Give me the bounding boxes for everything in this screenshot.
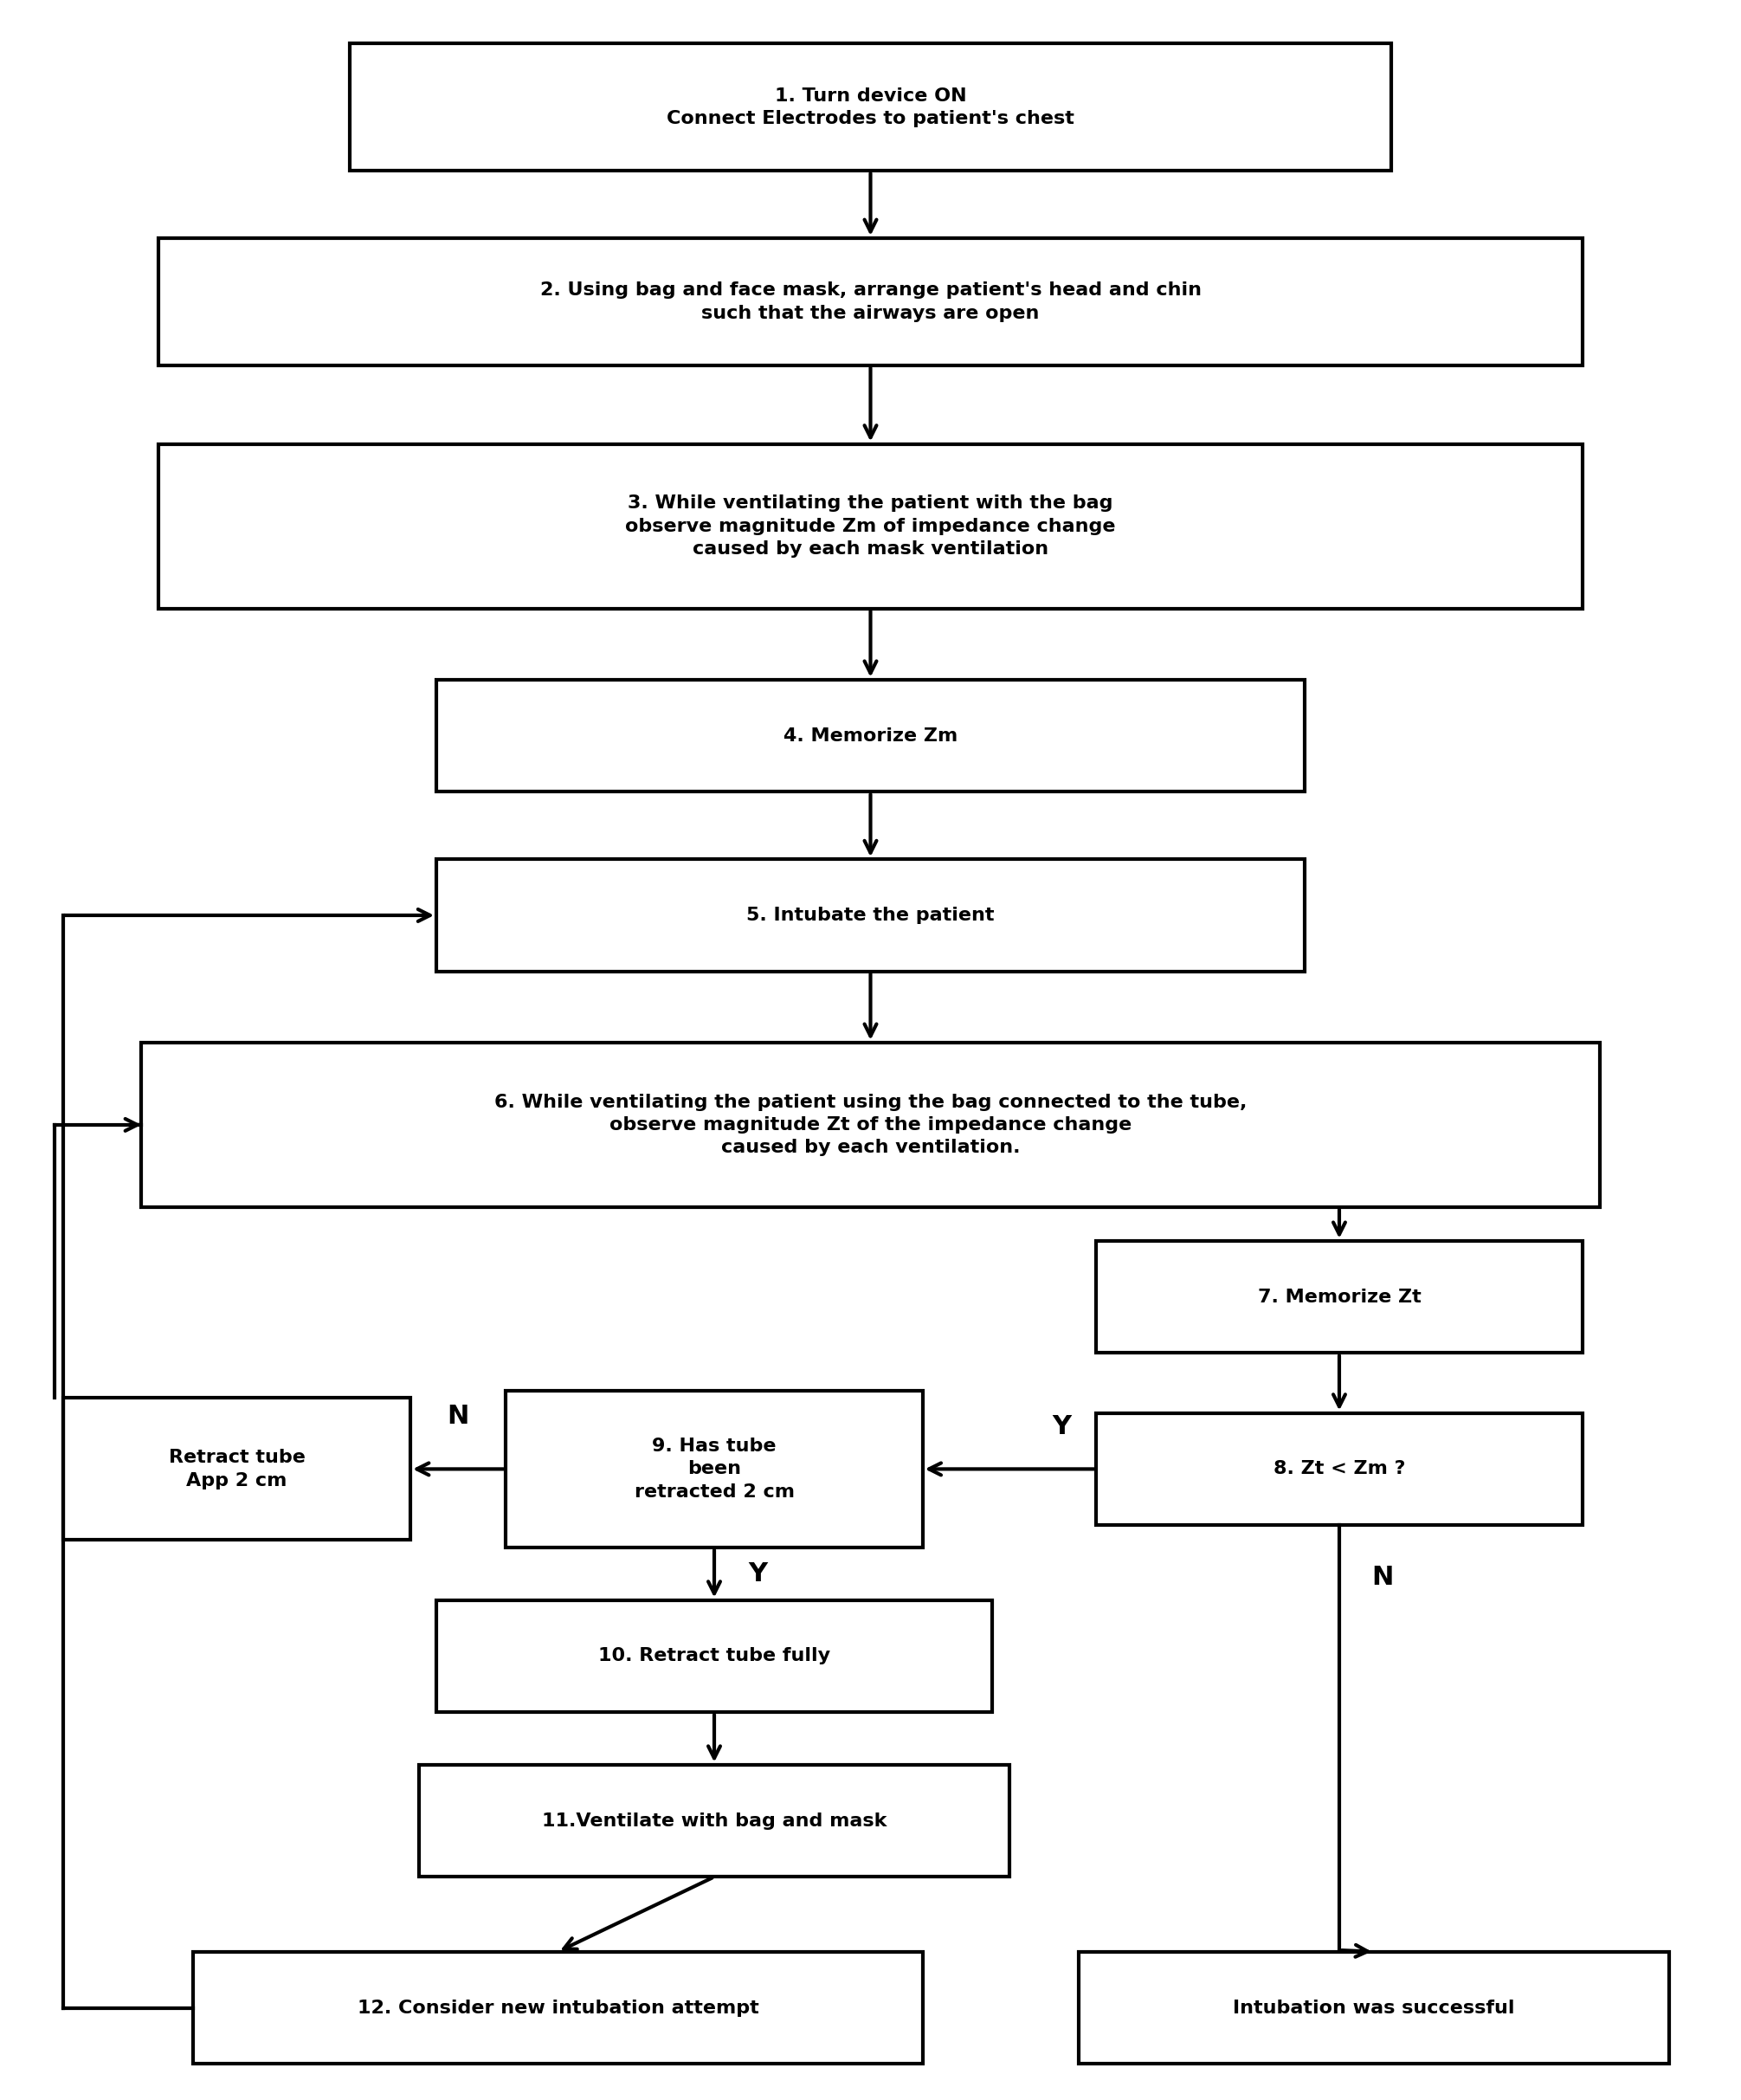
Bar bbox=[193, 1951, 923, 2064]
Bar bbox=[507, 1390, 923, 1548]
Text: 12. Consider new intubation attempt: 12. Consider new intubation attempt bbox=[357, 1999, 759, 2016]
Text: 10. Retract tube fully: 10. Retract tube fully bbox=[599, 1646, 830, 1665]
Bar bbox=[158, 443, 1583, 609]
Bar bbox=[141, 1042, 1600, 1207]
Text: 6. While ventilating the patient using the bag connected to the tube,
observe ma: 6. While ventilating the patient using t… bbox=[494, 1094, 1247, 1157]
Bar bbox=[420, 1764, 1010, 1877]
Text: 9. Has tube
been
retracted 2 cm: 9. Has tube been retracted 2 cm bbox=[634, 1439, 794, 1502]
Bar bbox=[63, 1399, 411, 1539]
Text: N: N bbox=[1372, 1564, 1393, 1590]
Text: 8. Zt < Zm ?: 8. Zt < Zm ? bbox=[1273, 1459, 1405, 1478]
Bar bbox=[437, 859, 1304, 972]
Bar bbox=[1079, 1951, 1670, 2064]
Text: N: N bbox=[447, 1405, 468, 1430]
Text: 7. Memorize Zt: 7. Memorize Zt bbox=[1257, 1287, 1421, 1306]
Text: Y: Y bbox=[749, 1560, 768, 1586]
Bar bbox=[350, 44, 1391, 170]
Text: Intubation was successful: Intubation was successful bbox=[1233, 1999, 1515, 2016]
Text: 1. Turn device ON
Connect Electrodes to patient's chest: 1. Turn device ON Connect Electrodes to … bbox=[667, 86, 1074, 128]
Text: 4. Memorize Zm: 4. Memorize Zm bbox=[783, 727, 958, 743]
Text: 11.Ventilate with bag and mask: 11.Ventilate with bag and mask bbox=[541, 1812, 886, 1829]
Text: 3. While ventilating the patient with the bag
observe magnitude Zm of impedance : 3. While ventilating the patient with th… bbox=[625, 496, 1116, 559]
Text: Retract tube
App 2 cm: Retract tube App 2 cm bbox=[169, 1449, 305, 1489]
Bar bbox=[1097, 1413, 1583, 1525]
Bar bbox=[437, 680, 1304, 792]
Text: 5. Intubate the patient: 5. Intubate the patient bbox=[747, 907, 994, 924]
Text: 2. Using bag and face mask, arrange patient's head and chin
such that the airway: 2. Using bag and face mask, arrange pati… bbox=[540, 281, 1201, 321]
Bar bbox=[437, 1600, 992, 1712]
Bar bbox=[1097, 1241, 1583, 1352]
Bar bbox=[158, 237, 1583, 365]
Text: Y: Y bbox=[1052, 1415, 1071, 1441]
